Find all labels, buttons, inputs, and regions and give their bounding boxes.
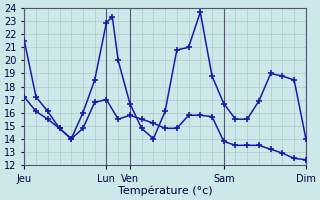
X-axis label: Température (°c): Température (°c) (118, 185, 212, 196)
